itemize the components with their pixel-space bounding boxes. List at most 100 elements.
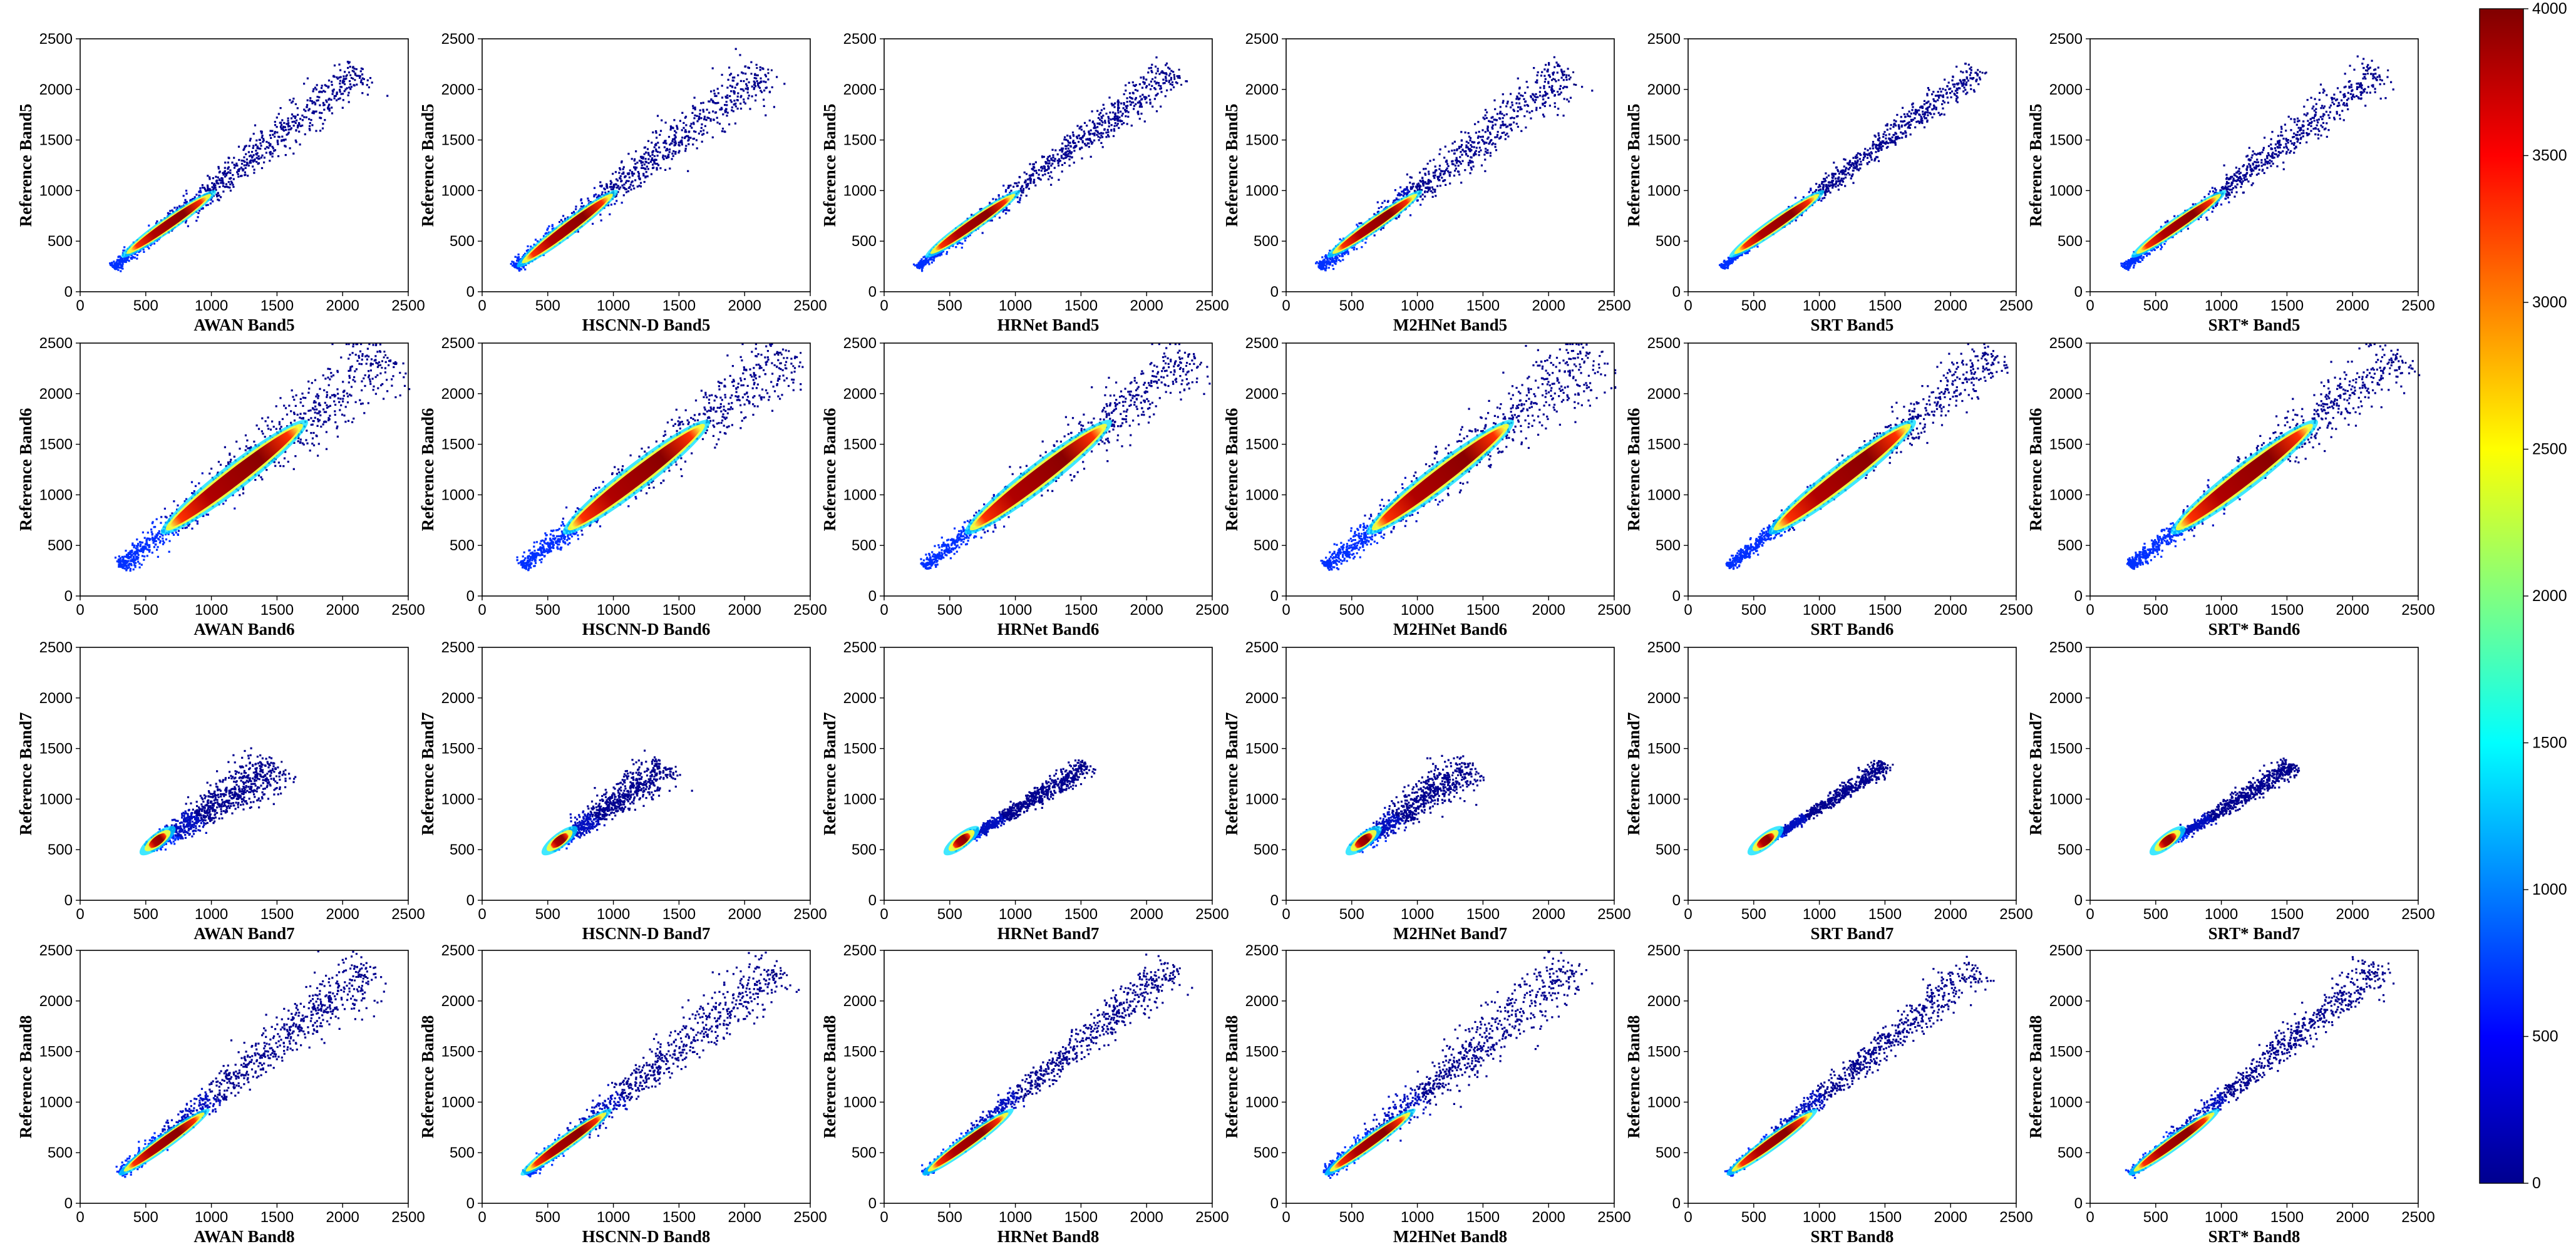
scatter-point [705, 119, 708, 121]
scatter-point [673, 144, 676, 146]
scatter-point [295, 129, 297, 131]
x-axis-title: HSCNN-D Band5 [582, 316, 711, 334]
scatter-point [1877, 132, 1880, 135]
scatter-point [120, 267, 123, 269]
scatter-point [331, 81, 333, 83]
scatter-point [652, 131, 654, 134]
scatter-point [1543, 75, 1546, 77]
scatter-point [1522, 95, 1524, 97]
scatter-point [255, 143, 257, 146]
scatter-point [1050, 164, 1053, 167]
scatter-point [1548, 74, 1550, 76]
scatter-point [1507, 125, 1509, 128]
scatter-point [740, 95, 743, 97]
scatter-point [679, 120, 681, 122]
scatter-point [646, 175, 649, 178]
scatter-point [676, 126, 679, 129]
scatter-point [1852, 173, 1854, 176]
outlier-point [758, 82, 761, 85]
scatter-point [237, 170, 240, 172]
scatter-point [1511, 116, 1513, 119]
scatter-point [1155, 94, 1158, 96]
scatter-point [1939, 114, 1941, 116]
scatter-point [1438, 153, 1441, 155]
scatter-point [622, 168, 624, 170]
scatter-point [517, 257, 519, 260]
scatter-point [1907, 125, 1910, 128]
scatter-point [1470, 157, 1473, 159]
scatter-point [693, 121, 695, 124]
scatter-point [681, 141, 683, 144]
scatter-point [1165, 80, 1167, 82]
scatter-point [1342, 259, 1344, 261]
scatter-point [1099, 136, 1101, 139]
scatter-point [1471, 145, 1473, 148]
scatter-point [1352, 248, 1355, 251]
scatter-point [1158, 84, 1160, 86]
scatter-point [1038, 169, 1040, 172]
scatter-point [1965, 84, 1967, 86]
scatter-point [1542, 95, 1544, 98]
scatter-point [1515, 102, 1518, 105]
scatter-point [1063, 138, 1066, 141]
scatter-point [689, 136, 692, 139]
scatter-point [734, 105, 737, 108]
scatter-point [244, 160, 246, 163]
scatter-point [323, 108, 326, 111]
scatter-point [957, 241, 960, 244]
scatter-point [1170, 76, 1173, 79]
scatter-point [516, 266, 518, 269]
scatter-point [1118, 116, 1121, 118]
scatter-point [339, 82, 341, 85]
scatter-point [195, 220, 198, 222]
scatter-point [1002, 210, 1004, 213]
scatter-point [1467, 141, 1470, 144]
y-axis-title: Reference Band5 [820, 104, 839, 227]
scatter-point [523, 254, 525, 257]
scatter-point [1038, 173, 1040, 176]
scatter-point [281, 119, 284, 121]
scatter-point [1046, 168, 1048, 172]
scatter-point [1155, 56, 1158, 59]
scatter-point [217, 182, 220, 185]
scatter-point [612, 173, 614, 175]
scatter-point [1160, 91, 1163, 93]
scatter-point [755, 77, 758, 80]
scatter-point [651, 150, 654, 153]
scatter-point [664, 168, 667, 171]
scatter-point [1050, 171, 1053, 173]
scatter-point [674, 137, 676, 140]
scatter-point [761, 91, 763, 93]
scatter-point [1875, 143, 1877, 146]
scatter-point [344, 71, 346, 73]
scatter-point [325, 85, 327, 87]
scatter-point [1088, 142, 1090, 145]
scatter-point [220, 182, 222, 184]
scatter-point [1139, 104, 1141, 106]
scatter-point [1324, 269, 1327, 271]
scatter-point [1155, 65, 1157, 68]
scatter-point [260, 132, 263, 135]
scatter-point [1151, 85, 1153, 87]
scatter-point [322, 101, 324, 104]
scatter-point [1100, 109, 1103, 111]
scatter-point [1566, 86, 1569, 88]
scatter-point [1464, 150, 1466, 153]
scatter-point [284, 126, 286, 128]
scatter-point [341, 81, 344, 84]
scatter-point [593, 194, 595, 197]
scatter-point [1486, 138, 1489, 140]
scatter-point [734, 48, 737, 50]
scatter-point [1528, 111, 1531, 114]
scatter-point [1157, 70, 1159, 73]
scatter-point [296, 126, 299, 129]
scatter-point [1904, 130, 1907, 133]
scatter-point [1064, 148, 1067, 150]
scatter-point [1494, 108, 1497, 110]
scatter-point [1110, 130, 1113, 132]
scatter-point [1500, 135, 1502, 138]
scatter-point [701, 140, 703, 143]
scatter-point [207, 175, 209, 177]
scatter-point [643, 181, 646, 183]
